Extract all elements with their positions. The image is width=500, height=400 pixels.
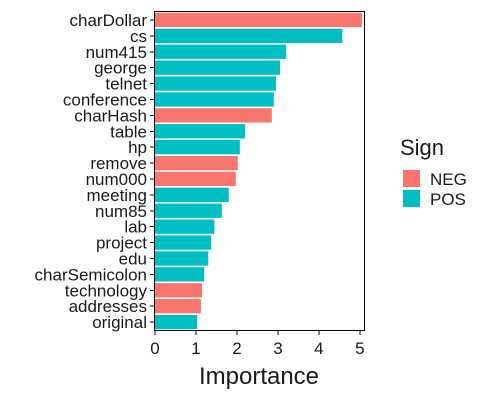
legend-title: Sign (400, 135, 444, 160)
bar-lab (155, 219, 214, 233)
x-tick-label: 2 (232, 339, 241, 358)
bar-num85 (155, 204, 222, 218)
bar-table (155, 124, 245, 138)
x-ticks: 0 1 2 3 4 5 (150, 330, 364, 358)
bar-original (155, 315, 197, 329)
bar-charDollar (155, 13, 362, 27)
bar-addresses (155, 299, 201, 313)
bar-cs (155, 29, 342, 43)
legend-swatch-pos (403, 190, 420, 207)
bar-george (155, 60, 280, 74)
bar-charSemicolon (155, 267, 204, 281)
x-tick-label: 5 (355, 339, 364, 358)
bar-technology (155, 283, 202, 297)
bar-remove (155, 156, 238, 170)
x-tick-label: 1 (191, 339, 200, 358)
y-tick-label: original (92, 313, 147, 332)
legend-swatch-neg (403, 170, 420, 187)
bar-project (155, 235, 211, 249)
legend-label-pos: POS (430, 190, 466, 209)
x-axis-title: Importance (199, 363, 319, 390)
bars-layer (155, 13, 362, 329)
bar-telnet (155, 76, 276, 90)
y-tick-labels: charDollarcsnum415georgetelnetconference… (35, 11, 155, 332)
bar-num000 (155, 172, 236, 186)
bar-num415 (155, 45, 286, 59)
bar-conference (155, 92, 274, 106)
bar-charHash (155, 108, 272, 122)
x-tick-label: 4 (314, 339, 323, 358)
bar-meeting (155, 188, 229, 202)
x-tick-label: 3 (273, 339, 282, 358)
legend-label-neg: NEG (430, 170, 467, 189)
x-tick-label: 0 (150, 339, 159, 358)
bar-hp (155, 140, 240, 154)
bar-edu (155, 251, 208, 265)
